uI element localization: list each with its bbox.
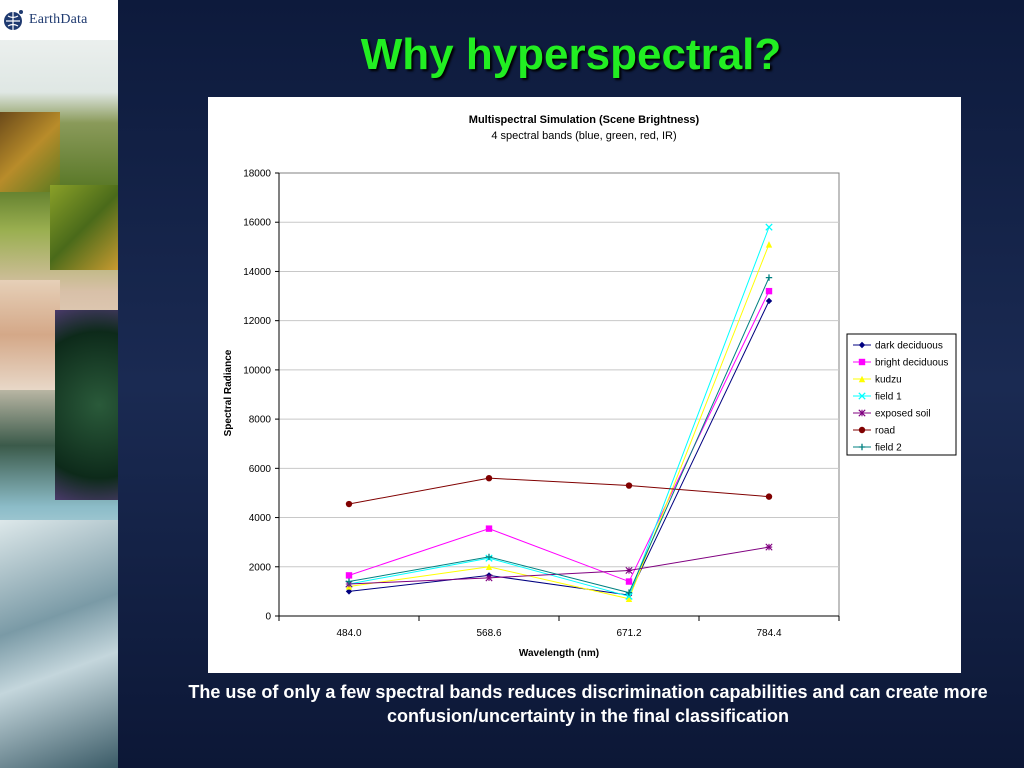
legend-box	[846, 333, 957, 456]
y-tick-label: 8000	[249, 415, 272, 426]
slide-title: Why hyperspectral?	[360, 30, 782, 79]
series-line-kudzu	[348, 244, 770, 600]
y-tick-label: 14000	[243, 267, 271, 278]
legend-label-field-1: field 1	[875, 392, 902, 403]
y-tick-label: 16000	[243, 218, 271, 229]
data-point-field-2	[485, 553, 493, 561]
series-line-dark-deciduous	[348, 300, 770, 596]
y-tick-label: 0	[265, 612, 271, 623]
y-tick-label: 6000	[249, 464, 272, 475]
y-tick-label: 4000	[249, 513, 272, 524]
series-line-road	[348, 477, 770, 505]
data-point-dark-deciduous	[765, 297, 773, 305]
logo-text: EarthData	[29, 12, 88, 27]
y-tick-label: 12000	[243, 316, 271, 327]
series-field-2	[345, 274, 773, 596]
earthdata-logo: EarthData	[0, 0, 118, 40]
line-chart: Multispectral Simulation (Scene Brightne…	[223, 114, 957, 659]
chart-legend: dark deciduous bright deciduous kudzu field…	[846, 333, 957, 456]
series-layer	[345, 223, 773, 602]
data-point-bright-deciduous	[345, 572, 353, 579]
data-point-bright-deciduous	[765, 287, 773, 295]
y-tick-label: 10000	[243, 365, 271, 376]
data-point-road	[345, 500, 353, 508]
data-point-field-1	[765, 223, 773, 231]
globe-logo-icon	[4, 10, 23, 30]
axes: 0 2000 4000 6000 8000 10000 12000 14000 16000 180…	[243, 169, 840, 639]
series-line-field-2	[348, 277, 770, 594]
legend-marker-dark-deciduous	[858, 341, 866, 349]
chart-panel: Multispectral Simulation (Scene Brightne…	[208, 97, 961, 673]
legend-label-dark-deciduous: dark deciduous	[875, 341, 943, 352]
data-point-field-2	[345, 578, 353, 585]
data-point-field-1	[625, 592, 633, 600]
decorative-sidebar: EarthData	[0, 0, 118, 768]
legend-label-kudzu: kudzu	[875, 375, 902, 386]
series-road	[345, 474, 773, 508]
legend-marker-bright-deciduous	[858, 358, 866, 366]
landsat-image-tile	[0, 112, 60, 192]
chart-subtitle: 4 spectral bands (blue, green, red, IR)	[491, 130, 676, 142]
legend-marker-kudzu	[858, 375, 866, 383]
data-point-exposed-soil	[485, 574, 493, 582]
data-point-road	[625, 482, 633, 489]
x-tick-label: 568.6	[476, 628, 501, 639]
data-point-exposed-soil	[765, 543, 773, 551]
data-point-field-2	[765, 274, 773, 281]
y-tick-label: 2000	[249, 562, 272, 573]
earth-image-tile	[55, 310, 118, 500]
x-axis-label: Wavelength (nm)	[519, 648, 599, 659]
data-point-dark-deciduous	[345, 588, 353, 595]
data-point-bright-deciduous	[485, 525, 493, 532]
legend-marker-exposed-soil	[858, 409, 866, 417]
slide-caption: The use of only a few spectral bands red…	[188, 682, 988, 726]
legend-marker-road	[858, 426, 866, 434]
series-kudzu	[345, 241, 773, 602]
data-point-field-2	[625, 589, 633, 596]
data-point-kudzu	[485, 563, 493, 570]
series-exposed-soil	[345, 543, 773, 588]
legend-label-road: road	[875, 426, 895, 437]
legend-label-exposed-soil: exposed soil	[875, 409, 931, 420]
data-point-kudzu	[765, 241, 773, 248]
data-point-road	[485, 474, 493, 482]
chart-title: Multispectral Simulation (Scene Brightne…	[469, 114, 700, 126]
data-point-road	[765, 493, 773, 500]
legend-marker-field-1	[858, 392, 866, 400]
legend-marker-field-2	[858, 443, 866, 451]
y-tick-label: 18000	[243, 169, 271, 180]
x-tick-label: 784.4	[756, 628, 781, 639]
y-axis-label: Spectral Radiance	[223, 349, 234, 436]
plot-area	[278, 172, 840, 617]
globe-grid-image-tile	[0, 520, 118, 768]
gridlines	[278, 172, 840, 617]
legend-label-field-2: field 2	[875, 443, 902, 454]
circuit-image-tile	[0, 280, 60, 390]
data-point-exposed-soil	[625, 566, 633, 575]
legend-label-bright-deciduous: bright deciduous	[875, 358, 948, 369]
series-line-exposed-soil	[348, 546, 770, 585]
series-line-field-1	[348, 226, 770, 597]
x-tick-label: 671.2	[616, 628, 641, 639]
vegetation-image-tile	[50, 185, 118, 270]
x-tick-label: 484.0	[336, 628, 361, 639]
data-point-kudzu	[625, 595, 633, 602]
data-point-bright-deciduous	[625, 578, 633, 585]
